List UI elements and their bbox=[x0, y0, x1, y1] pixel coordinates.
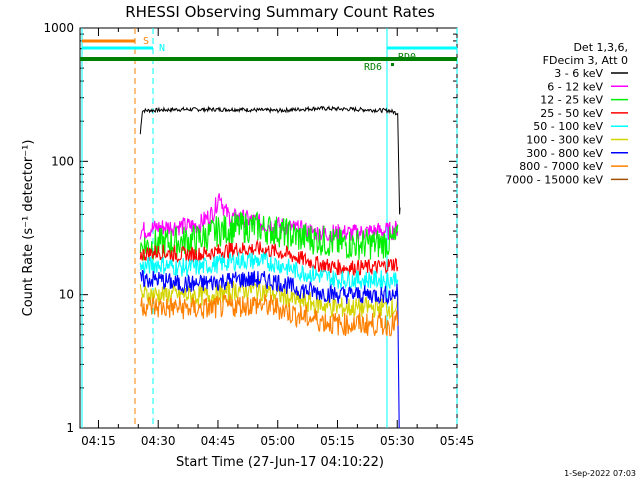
legend-label: 800 - 7000 keV bbox=[519, 160, 603, 173]
flag-label-rd0: RD0 bbox=[398, 52, 416, 63]
y-tick-label: 1 bbox=[66, 421, 74, 435]
legend-label: 25 - 50 keV bbox=[540, 107, 603, 120]
legend-label: 6 - 12 keV bbox=[547, 80, 603, 93]
flag-label-n: N bbox=[159, 43, 165, 54]
series-line bbox=[139, 293, 399, 337]
y-tick-label: 100 bbox=[51, 154, 74, 168]
y-tick-label: 1000 bbox=[43, 21, 74, 35]
series-line bbox=[139, 239, 399, 277]
series-line bbox=[139, 193, 399, 243]
series-line bbox=[139, 269, 400, 429]
series-line bbox=[139, 210, 399, 261]
x-tick-label: 05:45 bbox=[440, 434, 475, 448]
x-tick-label: 05:30 bbox=[380, 434, 415, 448]
series-line bbox=[139, 105, 401, 215]
chart-title: RHESSI Observing Summary Count Rates bbox=[125, 3, 435, 21]
legend-label: 7000 - 15000 keV bbox=[505, 173, 603, 186]
x-tick-label: 04:45 bbox=[201, 434, 236, 448]
legend-header: FDecim 3, Att 0 bbox=[543, 54, 628, 67]
x-tick-label: 05:15 bbox=[320, 434, 355, 448]
y-tick-label: 10 bbox=[59, 288, 74, 302]
y-axis-label: Count Rate (s⁻¹ detector⁻¹) bbox=[21, 140, 36, 317]
x-axis-label: Start Time (27-Jun-17 04:10:22) bbox=[176, 455, 384, 470]
footer-date: 1-Sep-2022 07:03 bbox=[564, 469, 636, 478]
flag-label-rd6: RD6 bbox=[364, 62, 382, 73]
legend-header: Det 1,3,6, bbox=[573, 41, 628, 54]
x-tick-label: 05:00 bbox=[260, 434, 295, 448]
legend-label: 100 - 300 keV bbox=[526, 134, 603, 147]
series-line bbox=[139, 251, 399, 290]
legend-label: 12 - 25 keV bbox=[540, 94, 603, 107]
flag-marker-rd bbox=[391, 63, 394, 66]
flag-label-s: S bbox=[143, 36, 149, 47]
legend-label: 300 - 800 keV bbox=[526, 147, 603, 160]
x-tick-label: 04:15 bbox=[81, 434, 116, 448]
legend-label: 3 - 6 keV bbox=[554, 67, 603, 80]
legend-label: 50 - 100 keV bbox=[533, 120, 603, 133]
x-tick-label: 04:30 bbox=[141, 434, 176, 448]
